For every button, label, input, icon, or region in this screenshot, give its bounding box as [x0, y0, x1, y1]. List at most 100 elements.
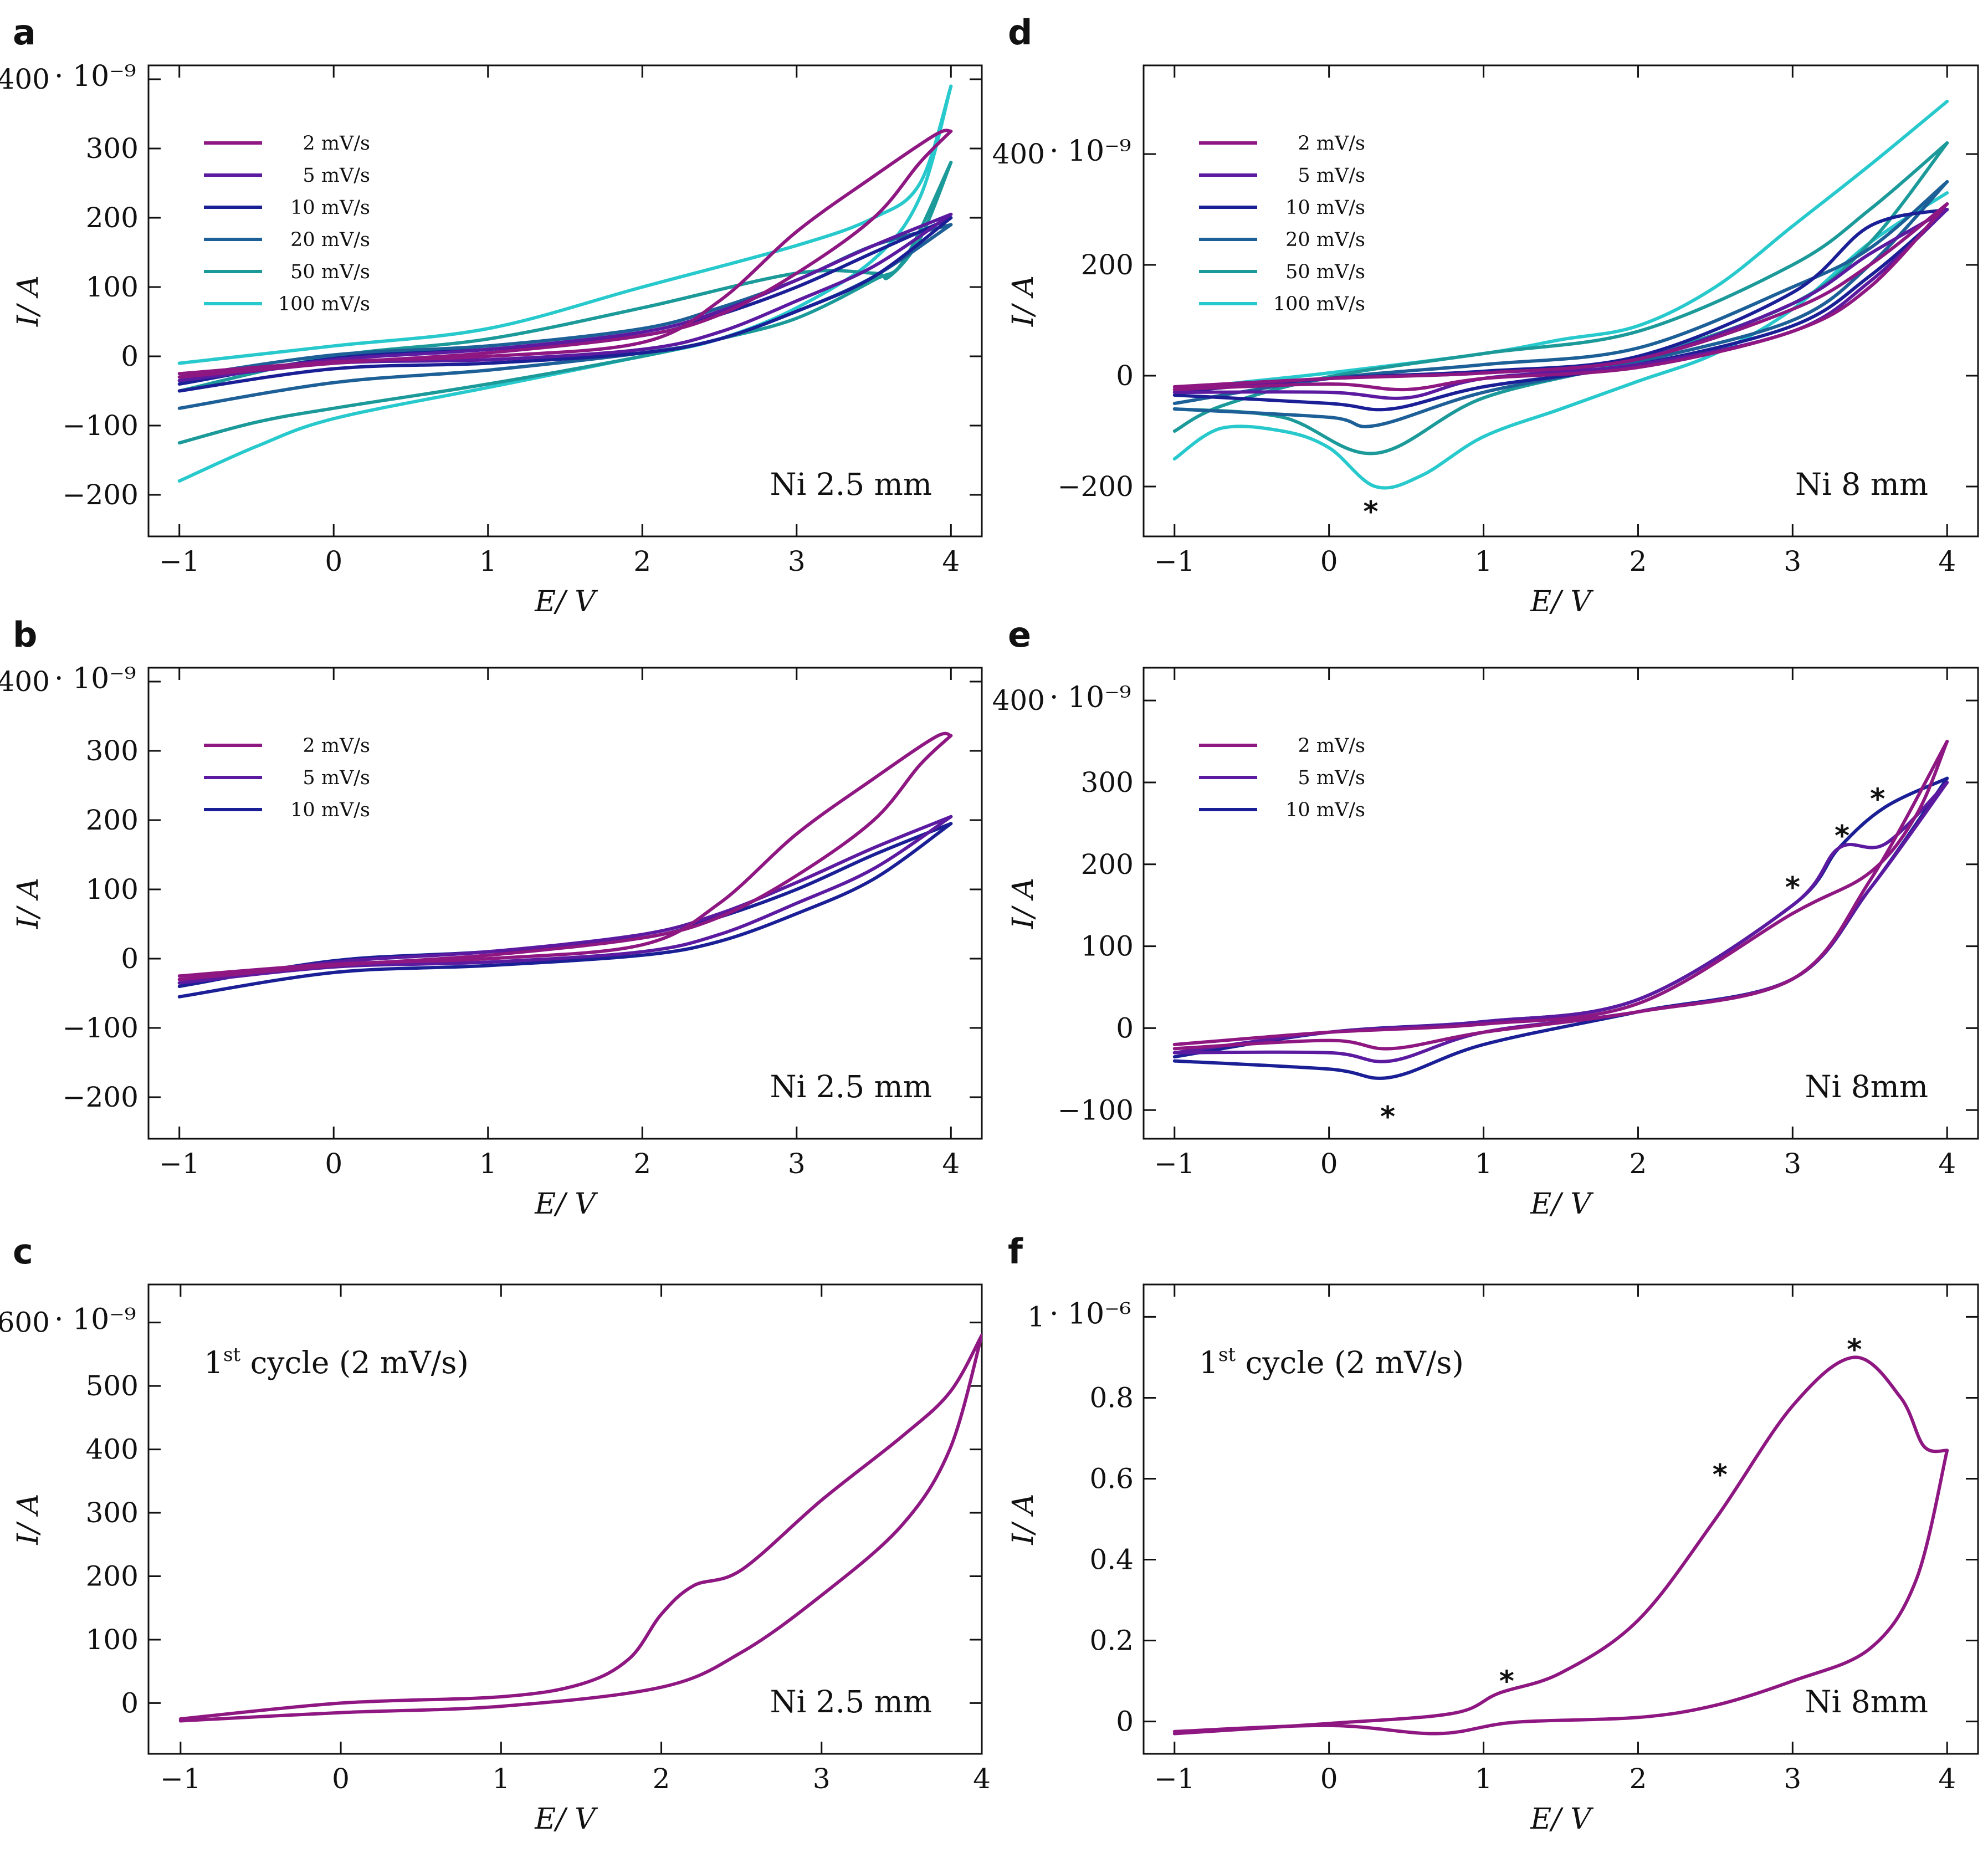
x-tick-label: 4: [1938, 545, 1956, 577]
y-tick-label: 200: [86, 1560, 139, 1593]
plot-frame: [1142, 64, 1979, 538]
panel-b: b −1 0 1 2 3 4 −200 −100 0 100 200 300 400 · 10⁻⁹ E/ V I…: [0, 615, 983, 1221]
y-tick-label: 200: [1081, 249, 1134, 281]
x-tick-label: −1: [1154, 545, 1195, 577]
x-tick-label: 3: [788, 1148, 806, 1180]
y-tick-label: 0: [1116, 1706, 1134, 1738]
x-axis-label: E/ V: [1530, 585, 1594, 618]
series-line-10-mv-s-forward: [177, 822, 953, 999]
sample-annotation: Ni 8 mm: [1795, 467, 1928, 502]
legend-label: 50 mV/s: [290, 261, 370, 283]
y-tick-label: 0: [121, 1687, 139, 1719]
legend-label: 50 mV/s: [1285, 261, 1365, 283]
y-tick-label: 300: [86, 1497, 139, 1529]
legend-label: 2 mV/s: [1298, 735, 1365, 757]
legend-label: 100 mV/s: [278, 293, 370, 315]
cycle-note-sup: st: [223, 1344, 240, 1366]
peak-marker: *: [1713, 1458, 1728, 1492]
y-multiplier: · 10⁻⁹: [54, 60, 136, 93]
x-tick-label: 2: [633, 1148, 651, 1180]
x-tick-label: −1: [1154, 1763, 1195, 1795]
series-group: [177, 731, 953, 999]
x-tick-label: 1: [1475, 545, 1493, 577]
legend-label: 2 mV/s: [303, 132, 370, 155]
y-tick-label: 0.6: [1089, 1462, 1134, 1495]
x-tick-label: 1: [1475, 1763, 1493, 1795]
x-tick-label: 1: [479, 545, 497, 577]
x-tick-label: 2: [1630, 1148, 1647, 1180]
x-tick-label: 4: [942, 545, 960, 577]
x-axis-label: E/ V: [534, 1803, 598, 1836]
y-tick-label: 400: [0, 63, 50, 95]
x-tick-label: 1: [479, 1148, 497, 1180]
panel-letter: d: [1008, 12, 1032, 53]
y-axis-label: I/ A: [1007, 878, 1040, 929]
plot-frame: [1142, 1283, 1979, 1755]
legend-label: 2 mV/s: [303, 735, 370, 757]
y-tick-label: 100: [1081, 930, 1134, 963]
x-tick-label: 2: [653, 1763, 670, 1795]
series-line-5-mv-s-backward: [1172, 208, 1949, 400]
legend-label: 2 mV/s: [1298, 132, 1365, 155]
y-tick-label: 300: [86, 132, 139, 165]
legend-label: 20 mV/s: [290, 229, 370, 251]
x-tick-label: −1: [160, 1763, 201, 1795]
peak-marker: *: [1499, 1665, 1514, 1698]
x-tick-label: 3: [1784, 545, 1801, 577]
series-line-10-mv-s-backward: [1172, 776, 1949, 1080]
y-tick-label: 100: [86, 873, 139, 905]
series-line-5-mv-s-backward: [177, 815, 953, 985]
y-tick-label: 0: [1116, 1012, 1134, 1044]
series-line-2-mv-s-backward: [177, 734, 953, 981]
y-multiplier: · 10⁻⁹: [54, 1303, 136, 1337]
y-tick-label: 1: [1027, 1301, 1045, 1333]
series-line-2-mv-s-backward: [1172, 1449, 1949, 1736]
series-line-100-mv-s-forward: [1172, 191, 1949, 490]
x-tick-label: 2: [1630, 545, 1647, 577]
legend-label: 5 mV/s: [303, 165, 370, 187]
y-tick-label: −200: [1058, 470, 1134, 503]
legend-label: 20 mV/s: [1285, 229, 1365, 251]
series-line-2-mv-s-forward: [1172, 740, 1949, 1046]
plot-frame: [147, 64, 983, 538]
y-axis-label: I/ A: [12, 1493, 45, 1545]
legend-label: 100 mV/s: [1273, 293, 1365, 315]
peak-marker: *: [1380, 1101, 1395, 1134]
x-tick-label: 1: [492, 1763, 510, 1795]
plot-frame: [1142, 667, 1979, 1140]
series-line-2-mv-s-forward: [1172, 202, 1949, 388]
sample-annotation: Ni 8mm: [1805, 1684, 1929, 1719]
x-axis-label: E/ V: [534, 1188, 598, 1221]
x-tick-label: 0: [1320, 545, 1338, 577]
y-tick-label: 300: [1081, 766, 1134, 799]
y-tick-label: 400: [992, 138, 1045, 170]
panel-d: d −1 0 1 2 3 4 −200 0 200 400 · 10⁻⁹ E/ V I/ A 2 mV/s 5…: [992, 12, 1979, 618]
series-group: [178, 1333, 982, 1723]
y-tick-label: 400: [0, 666, 50, 698]
y-tick-label: 0: [121, 943, 139, 975]
y-multiplier: · 10⁻⁹: [1049, 135, 1131, 168]
x-tick-label: 3: [813, 1763, 831, 1795]
y-tick-label: −100: [63, 1012, 139, 1044]
y-tick-label: 200: [86, 804, 139, 836]
series-line-100-mv-s-backward: [177, 84, 953, 365]
series-line-5-mv-s-backward: [177, 212, 953, 382]
peak-marker: *: [1785, 871, 1800, 904]
series-line-5-mv-s-forward: [1172, 781, 1949, 1055]
x-axis-label: E/ V: [534, 585, 598, 618]
x-tick-label: 0: [325, 1148, 342, 1180]
panel-f: f−1 0 1 2 3 400.20.40.60.81 · 10⁻⁶E/ VI/ ANi 8…: [1007, 1231, 1979, 1836]
y-tick-label: 100: [86, 1624, 139, 1656]
panel-letter: a: [13, 12, 36, 53]
x-tick-label: 4: [1938, 1763, 1956, 1795]
panel-letter: b: [13, 615, 37, 655]
y-tick-label: 200: [1081, 848, 1134, 881]
y-tick-label: −200: [63, 479, 139, 511]
x-tick-label: 4: [942, 1148, 960, 1180]
y-multiplier: · 10⁻⁹: [1049, 681, 1131, 714]
x-axis-label: E/ V: [1530, 1803, 1594, 1836]
y-tick-label: 0.8: [1089, 1381, 1134, 1414]
plot-frame: [147, 1283, 983, 1755]
cycle-note-number: 1: [204, 1345, 223, 1380]
